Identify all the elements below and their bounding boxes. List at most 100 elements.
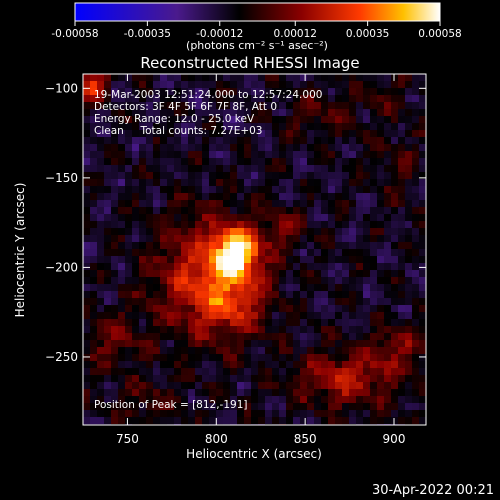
heatmap-cell	[384, 200, 392, 208]
heatmap-cell	[181, 305, 189, 313]
heatmap-cell	[363, 305, 371, 313]
heatmap-cell	[300, 228, 308, 236]
heatmap-cell	[265, 417, 273, 425]
heatmap-cell	[391, 165, 399, 173]
heatmap-cell	[419, 165, 426, 173]
heatmap-cell	[97, 130, 105, 138]
heatmap-cell	[118, 354, 126, 362]
heatmap-cell	[398, 193, 406, 201]
heatmap-cell	[244, 221, 252, 229]
heatmap-cell	[335, 263, 343, 271]
heatmap-cell	[398, 389, 406, 397]
heatmap-cell	[300, 312, 308, 320]
heatmap-cell	[335, 389, 343, 397]
heatmap-cell	[286, 263, 294, 271]
heatmap-cell	[356, 214, 364, 222]
heatmap-cell	[265, 277, 273, 285]
heatmap-cell	[419, 319, 426, 327]
heatmap-cell	[258, 270, 266, 278]
heatmap-cell	[167, 151, 175, 159]
heatmap-cell	[363, 263, 371, 271]
heatmap-cell	[125, 193, 133, 201]
heatmap-cell	[377, 347, 385, 355]
heatmap-cell	[384, 81, 392, 89]
heatmap-cell	[335, 221, 343, 229]
heatmap-cell	[328, 74, 336, 82]
heatmap-cell	[328, 109, 336, 117]
heatmap-cell	[384, 109, 392, 117]
heatmap-cell	[398, 249, 406, 257]
heatmap-cell	[230, 256, 238, 264]
heatmap-cell	[97, 347, 105, 355]
heatmap-cell	[195, 256, 203, 264]
heatmap-cell	[97, 277, 105, 285]
heatmap-cell	[265, 165, 273, 173]
heatmap-cell	[342, 123, 350, 131]
heatmap-cell	[125, 81, 133, 89]
heatmap-cell	[314, 312, 322, 320]
heatmap-cell	[342, 396, 350, 404]
heatmap-cell	[237, 137, 245, 145]
heatmap-cell	[363, 340, 371, 348]
heatmap-cell	[195, 382, 203, 390]
heatmap-cell	[160, 270, 168, 278]
heatmap-cell	[398, 256, 406, 264]
heatmap-cell	[265, 88, 273, 96]
heatmap-cell	[356, 242, 364, 250]
heatmap-cell	[83, 158, 91, 166]
heatmap-cell	[146, 207, 154, 215]
heatmap-cell	[83, 326, 91, 334]
heatmap-cell	[181, 81, 189, 89]
heatmap-cell	[307, 368, 315, 376]
heatmap-cell	[286, 340, 294, 348]
heatmap-cell	[167, 298, 175, 306]
heatmap-cell	[118, 214, 126, 222]
heatmap-cell	[125, 88, 133, 96]
heatmap-cell	[279, 333, 287, 341]
heatmap-cell	[216, 403, 224, 411]
heatmap-cell	[174, 340, 182, 348]
heatmap-cell	[97, 235, 105, 243]
heatmap-cell	[321, 410, 329, 418]
heatmap-cell	[363, 116, 371, 124]
heatmap-cell	[412, 172, 420, 180]
heatmap-cell	[356, 74, 364, 82]
heatmap-cell	[118, 326, 126, 334]
heatmap-cell	[363, 95, 371, 103]
heatmap-cell	[195, 340, 203, 348]
heatmap-cell	[328, 291, 336, 299]
heatmap-cell	[223, 249, 231, 257]
heatmap-cell	[286, 88, 294, 96]
heatmap-cell	[384, 410, 392, 418]
heatmap-cell	[377, 179, 385, 187]
heatmap-cell	[174, 396, 182, 404]
heatmap-cell	[202, 137, 210, 145]
heatmap-cell	[202, 102, 210, 110]
heatmap-cell	[405, 207, 413, 215]
heatmap-cell	[293, 340, 301, 348]
heatmap-cell	[216, 361, 224, 369]
heatmap-cell	[349, 270, 357, 278]
heatmap-cell	[97, 74, 105, 82]
heatmap-cell	[363, 102, 371, 110]
heatmap-cell	[412, 270, 420, 278]
heatmap-cell	[83, 242, 91, 250]
heatmap-cell	[279, 410, 287, 418]
heatmap-cell	[188, 172, 196, 180]
heatmap-cell	[188, 221, 196, 229]
heatmap-cell	[412, 340, 420, 348]
heatmap-cell	[377, 214, 385, 222]
heatmap-cell	[370, 270, 378, 278]
heatmap-cell	[230, 368, 238, 376]
heatmap-cell	[405, 144, 413, 152]
heatmap-cell	[265, 137, 273, 145]
heatmap-cell	[132, 151, 140, 159]
heatmap-cell	[132, 137, 140, 145]
heatmap-cell	[412, 361, 420, 369]
heatmap-cell	[125, 417, 133, 425]
heatmap-cell	[132, 382, 140, 390]
heatmap-cell	[139, 375, 147, 383]
heatmap-cell	[307, 109, 315, 117]
heatmap-cell	[174, 88, 182, 96]
heatmap-cell	[223, 81, 231, 89]
